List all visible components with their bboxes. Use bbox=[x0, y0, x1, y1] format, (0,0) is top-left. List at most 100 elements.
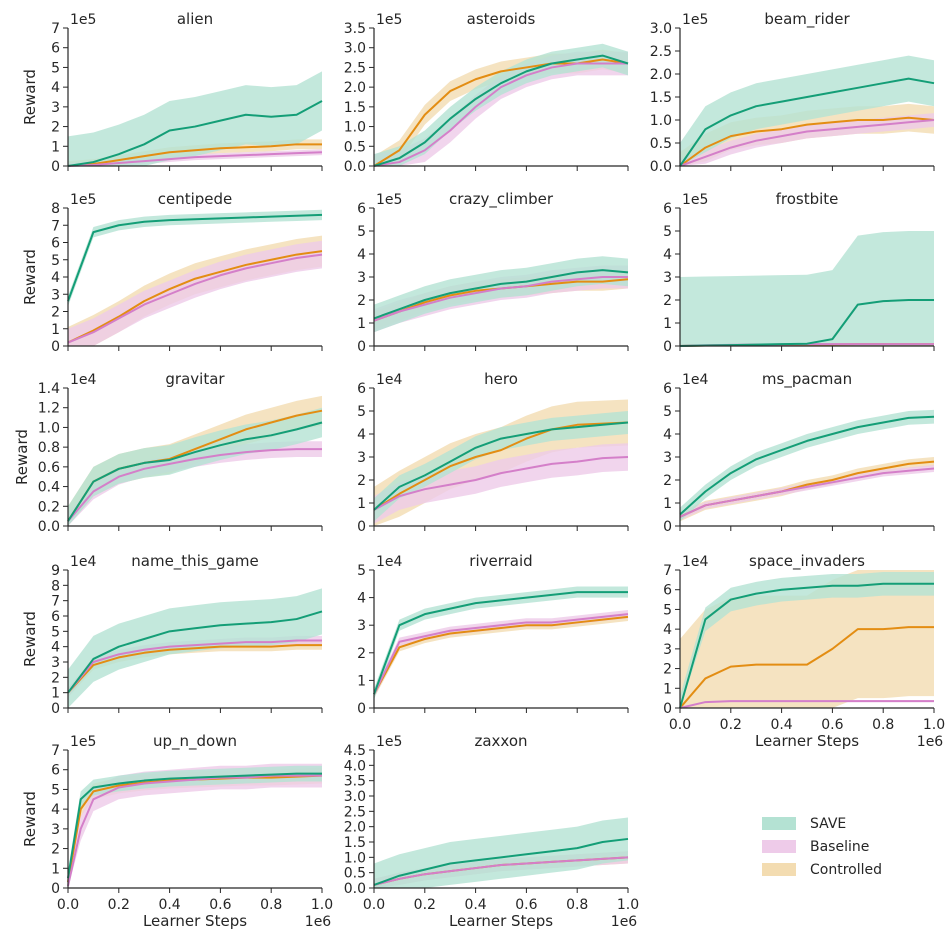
gravitar-ytick-label: 0.8 bbox=[38, 440, 60, 456]
zaxxon-y-multiplier: 1e5 bbox=[376, 734, 402, 750]
riverraid-y-multiplier: 1e4 bbox=[376, 554, 403, 570]
ms-pacman-ytick-label: 2 bbox=[663, 473, 672, 489]
legend-item-save: SAVE bbox=[762, 812, 932, 835]
hero-ytick-label: 4 bbox=[357, 427, 366, 443]
alien-ytick-label: 1 bbox=[51, 139, 60, 155]
zaxxon-xtick-label: 0.6 bbox=[515, 897, 537, 913]
subplot-gravitar: 0.0 0.2 0.4 0.6 0.8 1.0 1.2 1.4 gravitar 1e4 Rewar… bbox=[13, 370, 323, 535]
name-this-game-ytick-label: 9 bbox=[51, 563, 60, 579]
subplot-crazy-climber: 0 1 2 3 4 5 6 crazy_climber 1e5 bbox=[357, 190, 629, 355]
zaxxon-ytick-label: 2.5 bbox=[344, 804, 366, 820]
hero-ytick-label: 3 bbox=[357, 450, 366, 466]
centipede-line-save bbox=[67, 213, 323, 302]
space-invaders-line-controlled bbox=[679, 626, 934, 709]
crazy-climber-y-multiplier: 1e5 bbox=[376, 192, 402, 208]
space-invaders-ytick-label: 7 bbox=[663, 563, 672, 579]
name-this-game-line-save bbox=[67, 610, 323, 694]
frostbite-band-save bbox=[680, 231, 934, 346]
space-invaders-xlabel: Learner Steps bbox=[755, 732, 859, 750]
zaxxon-xtick-label: 0.4 bbox=[464, 897, 486, 913]
up-n-down-x-multiplier: 1e6 bbox=[305, 914, 332, 930]
subplot-asteroids: 0.0 0.5 1.0 1.5 2.0 2.5 3.0 3.5 asteroids 1e5 bbox=[344, 10, 629, 175]
centipede-band-baseline bbox=[68, 240, 322, 346]
up-n-down-line-save bbox=[67, 772, 322, 879]
riverraid-ytick-label: 5 bbox=[357, 563, 366, 579]
centipede-ytick-label: 4 bbox=[51, 270, 60, 286]
up-n-down-ytick-label: 5 bbox=[51, 782, 60, 798]
space-invaders-xtick-label: 0.6 bbox=[821, 717, 843, 733]
subplot-alien: 0 1 2 3 4 5 6 7 alien 1e5 Reward bbox=[21, 10, 323, 175]
legend-label-save: SAVE bbox=[810, 815, 847, 832]
up-n-down-band-baseline bbox=[68, 763, 322, 888]
asteroids-ytick-label: 1.0 bbox=[344, 120, 366, 136]
name-this-game-ytick-label: 4 bbox=[51, 640, 60, 656]
gravitar-ytick-label: 1.0 bbox=[38, 420, 60, 436]
space-invaders-ytick-label: 0 bbox=[663, 701, 672, 717]
beam-rider-title: beam_rider bbox=[764, 10, 850, 29]
centipede-ytick-label: 0 bbox=[51, 339, 60, 355]
centipede-ytick-label: 2 bbox=[51, 305, 60, 321]
name-this-game-ytick-label: 3 bbox=[51, 655, 60, 671]
up-n-down-xlabel: Learner Steps bbox=[143, 912, 247, 930]
riverraid-line-controlled bbox=[373, 615, 629, 695]
asteroids-ytick-label: 3.0 bbox=[344, 41, 366, 57]
crazy-climber-ytick-label: 4 bbox=[357, 247, 366, 263]
riverraid-line-baseline bbox=[373, 613, 629, 695]
legend-swatch-save bbox=[762, 817, 796, 830]
up-n-down-band-save bbox=[68, 765, 322, 887]
alien-ytick-label: 2 bbox=[51, 120, 60, 136]
crazy-climber-ytick-label: 3 bbox=[357, 270, 366, 286]
zaxxon-title: zaxxon bbox=[474, 732, 527, 750]
gravitar-ytick-label: 0.0 bbox=[38, 519, 60, 535]
ms-pacman-ytick-label: 6 bbox=[663, 381, 672, 397]
space-invaders-title: space_invaders bbox=[749, 552, 865, 571]
subplot-zaxxon: 0.00.51.01.52.02.53.03.54.04.50.0 0.2 0.4 0… bbox=[344, 732, 639, 930]
space-invaders-ytick-label: 2 bbox=[663, 662, 672, 678]
gravitar-ytick-label: 0.6 bbox=[38, 460, 60, 476]
ms-pacman-ytick-label: 5 bbox=[663, 404, 672, 420]
ms-pacman-title: ms_pacman bbox=[762, 370, 852, 389]
name-this-game-ytick-label: 1 bbox=[51, 686, 60, 702]
subplot-up-n-down: 0 1 2 3 4 5 6 7 0.0 0.2 0.4 0.6 0.8 1.0 up_n_down 1e5 Re… bbox=[21, 732, 333, 930]
asteroids-ytick-label: 2.5 bbox=[344, 60, 366, 76]
crazy-climber-ytick-label: 6 bbox=[357, 201, 366, 217]
space-invaders-ytick-label: 3 bbox=[663, 642, 672, 658]
frostbite-ytick-label: 4 bbox=[663, 247, 672, 263]
centipede-title: centipede bbox=[158, 190, 233, 208]
alien-ytick-label: 6 bbox=[51, 41, 60, 57]
space-invaders-ytick-label: 6 bbox=[663, 583, 672, 599]
subplot-frostbite: 0 1 2 3 4 5 6 frostbite 1e5 bbox=[663, 190, 935, 355]
gravitar-y-multiplier: 1e4 bbox=[70, 372, 97, 388]
asteroids-ytick-label: 2.0 bbox=[344, 80, 366, 96]
centipede-ytick-label: 1 bbox=[51, 322, 60, 338]
zaxxon-band-save bbox=[374, 817, 628, 888]
asteroids-ytick-label: 0.5 bbox=[344, 139, 366, 155]
riverraid-band-save bbox=[374, 586, 628, 700]
gravitar-band-save bbox=[68, 407, 322, 526]
gravitar-title: gravitar bbox=[165, 370, 225, 388]
up-n-down-ytick-label: 4 bbox=[51, 802, 60, 818]
ms-pacman-ytick-label: 4 bbox=[663, 427, 672, 443]
up-n-down-xtick-label: 0.8 bbox=[260, 897, 282, 913]
frostbite-ytick-label: 0 bbox=[663, 339, 672, 355]
up-n-down-xtick-label: 0.6 bbox=[209, 897, 231, 913]
alien-y-multiplier: 1e5 bbox=[70, 12, 96, 28]
asteroids-title: asteroids bbox=[467, 10, 536, 28]
zaxxon-xlabel: Learner Steps bbox=[449, 912, 553, 930]
ms-pacman-line-baseline bbox=[679, 467, 935, 518]
zaxxon-ytick-label: 1.5 bbox=[344, 835, 366, 851]
name-this-game-y-multiplier: 1e4 bbox=[70, 554, 97, 570]
hero-line-controlled bbox=[373, 421, 629, 511]
riverraid-ytick-label: 0 bbox=[357, 701, 366, 717]
zaxxon-ytick-label: 0.5 bbox=[344, 866, 366, 882]
centipede-ytick-label: 3 bbox=[51, 287, 60, 303]
space-invaders-ytick-label: 4 bbox=[663, 622, 672, 638]
beam-rider-line-save bbox=[679, 77, 935, 167]
crazy-climber-ytick-label: 2 bbox=[357, 293, 366, 309]
name-this-game-ytick-label: 8 bbox=[51, 578, 60, 594]
subplot-riverraid: 0 1 2 3 4 5 riverraid 1e4 bbox=[357, 552, 629, 717]
asteroids-line-save bbox=[373, 54, 629, 167]
